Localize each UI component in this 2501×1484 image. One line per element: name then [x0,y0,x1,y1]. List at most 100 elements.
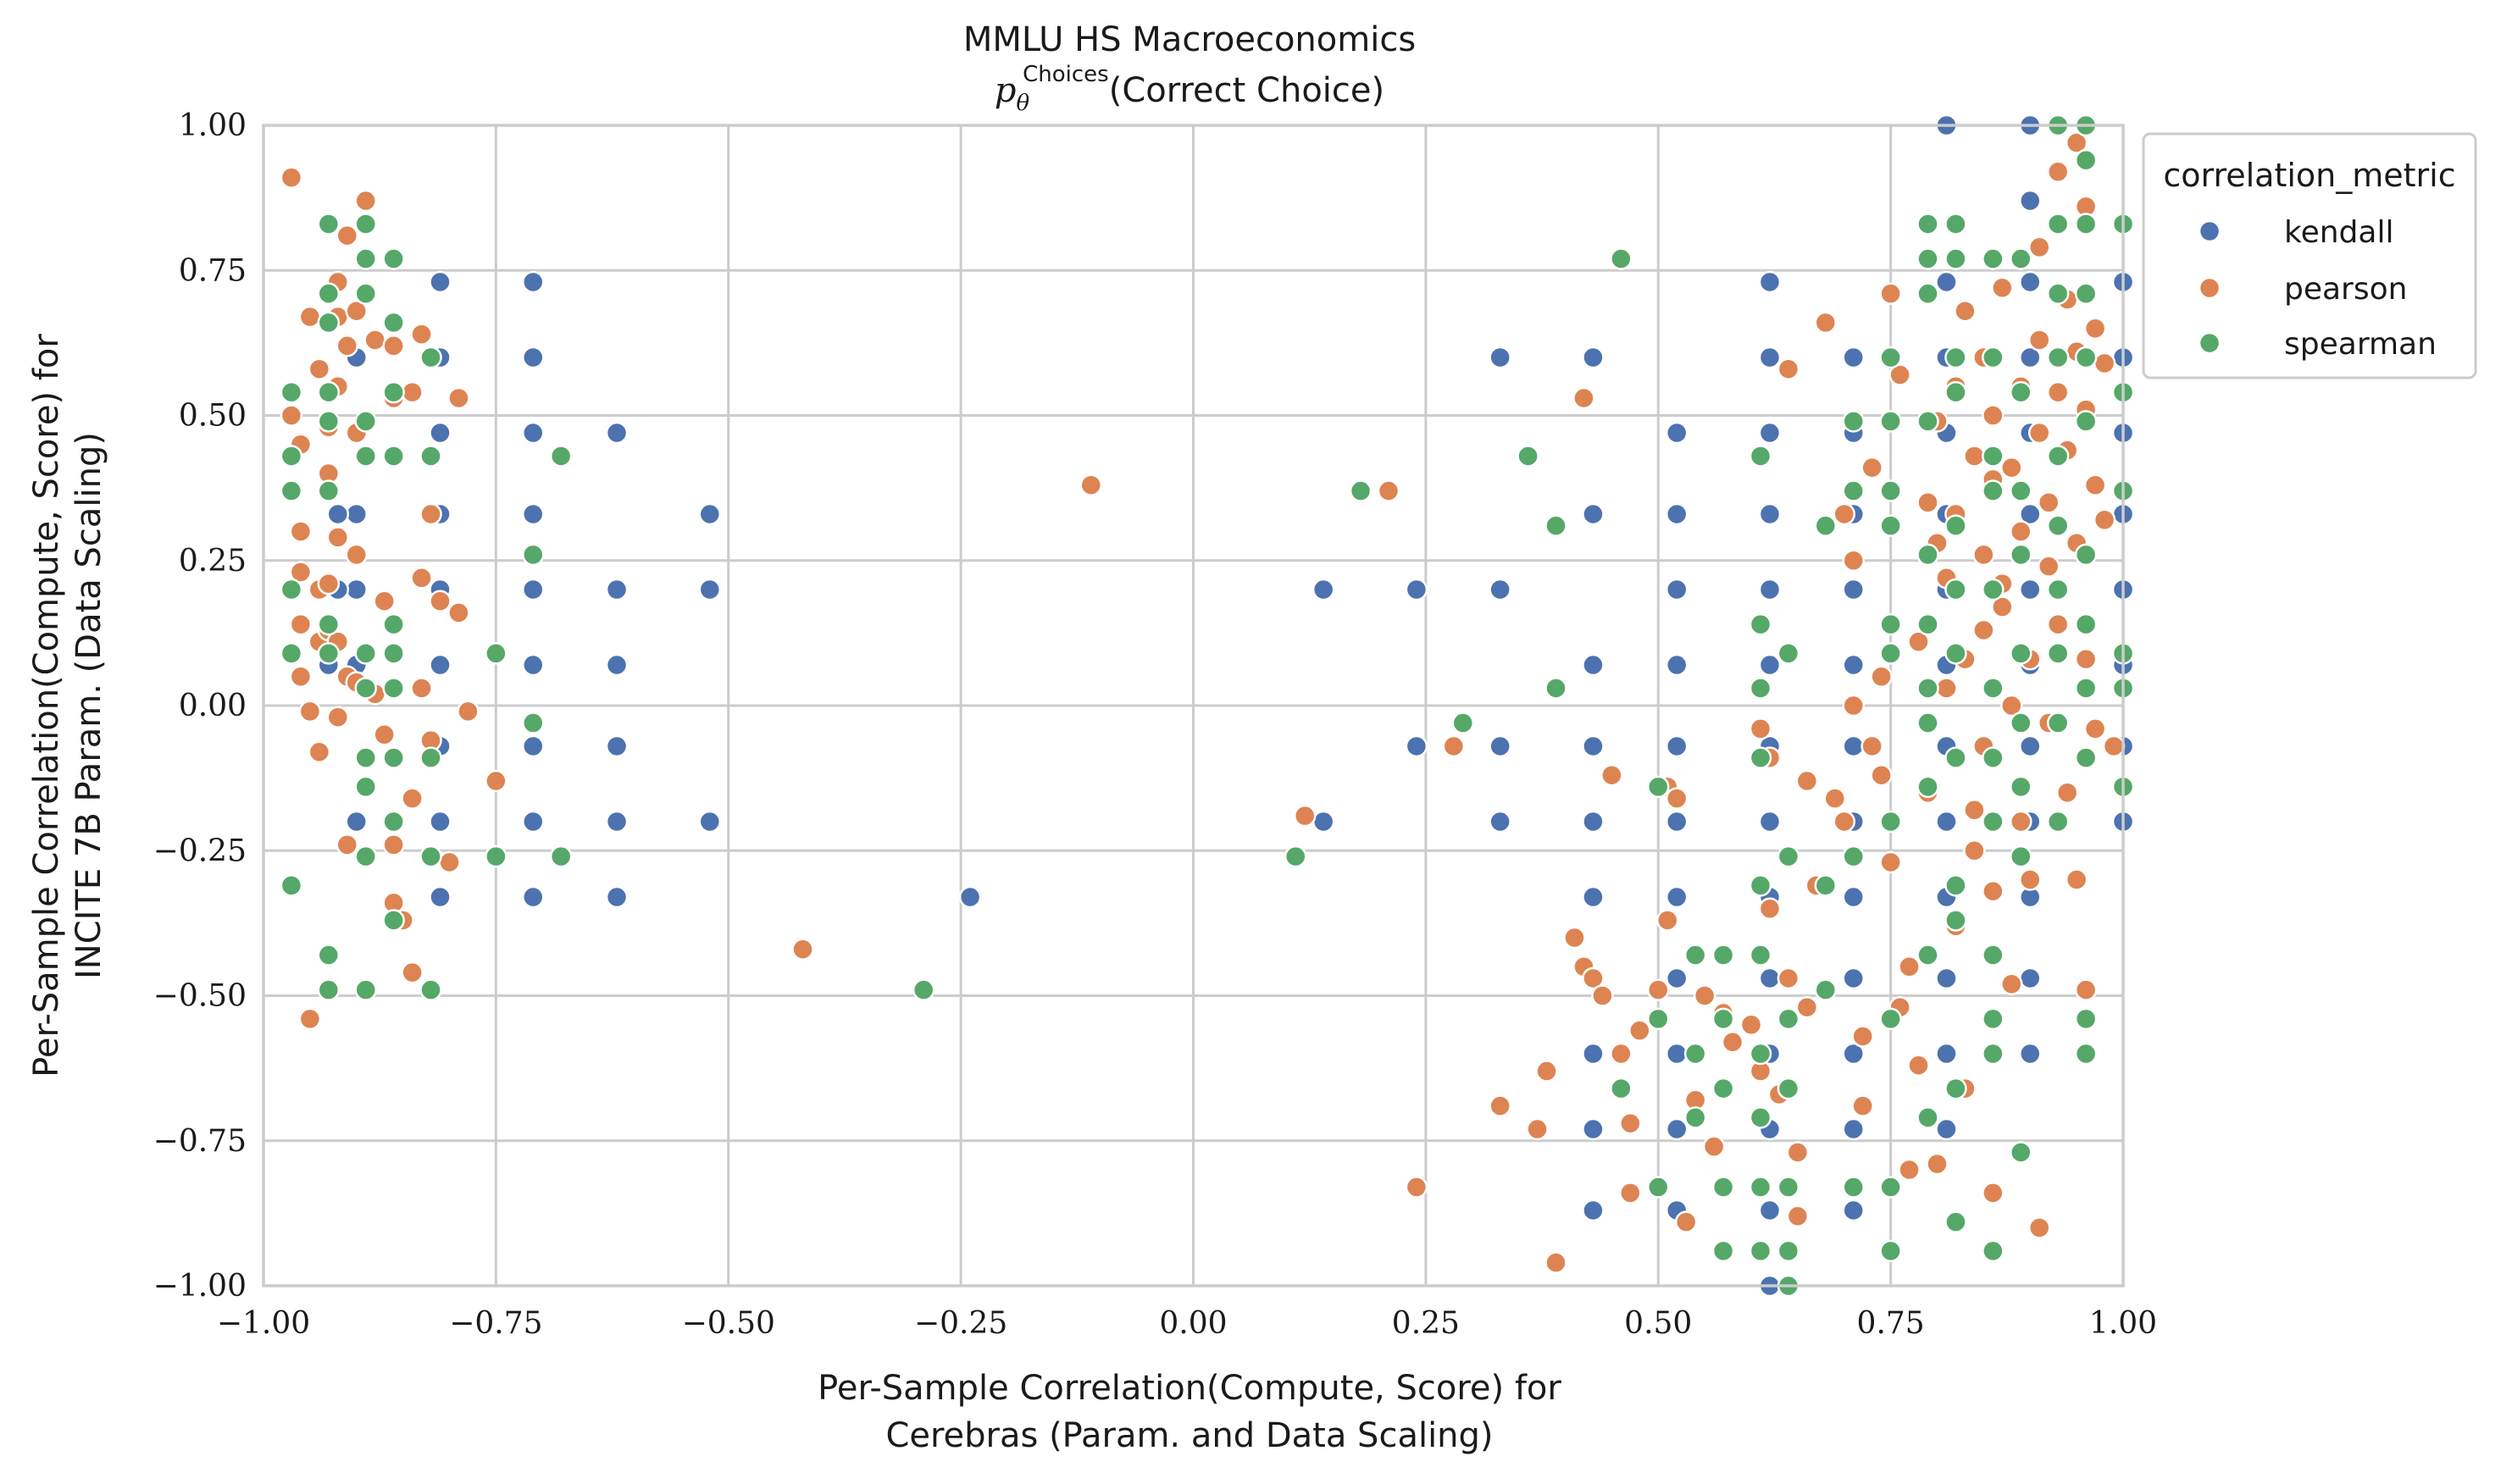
data-point-pearson [289,612,313,636]
data-point-kendall [345,810,368,833]
data-point-pearson [308,357,331,380]
data-point-spearman [1749,445,1772,468]
data-point-pearson [2027,421,2051,445]
data-point-kendall [1582,734,1605,758]
data-point-spearman [280,479,303,502]
data-point-spearman [354,410,377,433]
data-point-kendall [1405,734,1428,758]
x-axis-label-line-2: Cerebras (Param. and Data Scaling) [885,1416,1493,1455]
data-point-pearson [1972,618,1995,642]
data-point-spearman [1749,1042,1772,1066]
data-point-pearson [336,335,359,357]
chart-subtitle: pθ Choices(Correct Choice) [995,62,1384,116]
data-point-pearson [1563,926,1586,950]
x-tick-label: −0.25 [914,1306,1007,1341]
data-point-spearman [1982,810,2005,833]
data-point-pearson [1888,363,1911,386]
data-point-pearson [280,404,303,427]
y-tick-label: −0.75 [153,1124,247,1159]
data-point-kendall [698,578,722,601]
data-point-pearson [1786,1141,1810,1164]
data-point-pearson [1526,1117,1549,1141]
data-point-spearman [1944,346,1967,369]
data-point-kendall [1665,1042,1689,1066]
data-point-spearman [2046,810,2070,833]
data-point-spearman [382,810,405,833]
data-point-spearman [1711,1239,1735,1263]
legend: correlation_metric kendall pearson spear… [2142,132,2477,379]
data-point-kendall [1582,502,1605,526]
data-point-spearman [522,712,545,734]
series-spearman [280,114,2135,1298]
data-point-pearson [1833,810,1855,833]
data-point-pearson [1860,734,1883,758]
data-point-spearman [317,410,341,433]
data-point-spearman [1944,1210,1967,1233]
data-point-spearman [1982,944,2005,966]
data-point-spearman [354,978,377,1001]
chart-title: MMLU HS Macroeconomics [963,20,1416,59]
data-point-spearman [1814,978,1838,1001]
data-point-pearson [2027,1216,2051,1239]
data-point-kendall [1489,810,1511,833]
data-point-spearman [354,775,377,799]
data-point-kendall [1582,885,1605,909]
legend-marker-kendall [2198,219,2221,243]
y-tick-label: 0.75 [179,253,247,288]
legend-label-spearman: spearman [2284,327,2437,362]
data-point-kendall [1935,810,1958,833]
data-point-kendall [1842,653,1865,677]
data-point-spearman [1749,1176,1772,1199]
data-point-pearson [1963,839,1986,862]
data-point-spearman [382,909,405,932]
data-point-kendall [605,885,629,909]
data-point-spearman [2074,346,2098,369]
data-point-kendall [522,810,545,833]
data-point-kendall [1582,653,1605,677]
data-point-pearson [1879,850,1902,874]
data-point-pearson [2065,131,2088,154]
data-point-pearson [289,665,313,688]
data-point-spearman [354,844,377,868]
data-point-pearson [2000,972,2023,996]
data-point-kendall [1489,734,1511,758]
data-point-spearman [354,642,377,665]
data-point-spearman [1916,612,1939,636]
data-point-spearman [2074,282,2098,305]
data-point-spearman [2074,148,2098,172]
data-point-spearman [1944,746,1967,769]
data-point-kendall [1665,578,1689,601]
data-point-pearson [1963,445,1986,468]
data-point-kendall [1665,502,1689,526]
data-point-spearman [1284,844,1307,868]
legend-label-kendall: kendall [2284,215,2393,250]
data-point-spearman [1944,213,1967,235]
data-point-spearman [1842,410,1865,433]
legend-marker-spearman [2198,331,2221,355]
data-point-spearman [1944,514,1967,537]
data-point-kendall [1582,346,1605,369]
data-point-spearman [1982,1239,2005,1263]
data-point-kendall [429,885,452,909]
y-axis-label: Per-Sample Correlation(Compute, Score) f… [27,334,108,1077]
data-point-spearman [2010,380,2032,404]
data-point-spearman [1944,1077,1967,1100]
data-point-pearson [438,850,461,874]
data-point-spearman [1982,445,2005,468]
data-point-kendall [429,270,452,294]
data-point-spearman [1879,642,1902,665]
data-point-spearman [2010,775,2032,799]
data-point-spearman [2046,213,2070,235]
data-point-pearson [1721,1031,1744,1054]
data-point-pearson [298,700,322,723]
data-point-kendall [1842,346,1865,369]
data-point-spearman [1842,1176,1865,1199]
data-point-pearson [1647,978,1670,1001]
data-point-pearson [1870,763,1893,787]
data-point-spearman [1879,1007,1902,1031]
data-point-pearson [1851,1025,1874,1048]
data-point-spearman [354,282,377,305]
data-point-pearson [345,543,368,567]
data-point-kendall [429,810,452,833]
